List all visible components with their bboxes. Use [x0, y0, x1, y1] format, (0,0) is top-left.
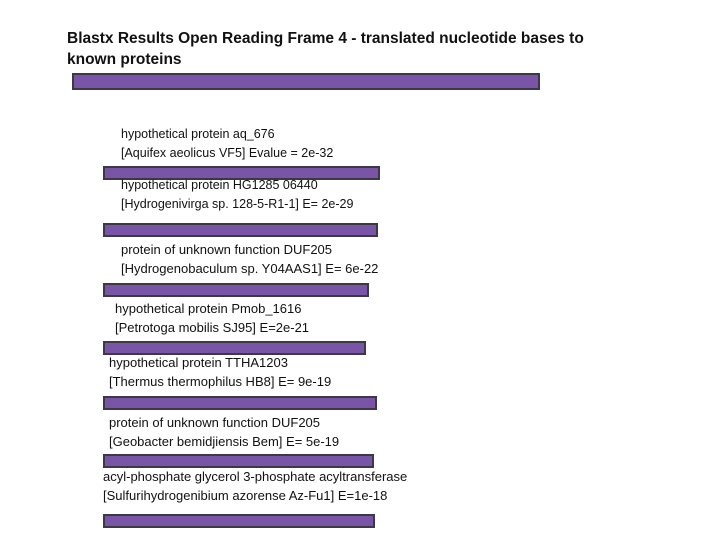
hit-3-protein: protein of unknown function DUF205 — [121, 242, 333, 257]
hit-bar-4 — [103, 341, 366, 355]
hit-label-1: hypothetical protein aq_676 [Aquifex aeo… — [121, 125, 333, 163]
hit-label-2: hypothetical protein HG1285 06440 [Hydro… — [121, 176, 353, 214]
hit-label-7: acyl-phosphate glycerol 3-phosphate acyl… — [103, 467, 407, 505]
hit-bar-5 — [103, 396, 377, 410]
hit-6-organism: [Geobacter bemidjiensis Bem] E= 5e-19 — [109, 434, 340, 449]
hit-2-protein: hypothetical protein HG1285 06440 — [121, 178, 318, 192]
hit-1-organism: [Aquifex aeolicus VF5] Evalue = 2e-32 — [121, 146, 334, 160]
hit-7-protein: acyl-phosphate glycerol 3-phosphate acyl… — [103, 469, 408, 484]
hit-label-4: hypothetical protein Pmob_1616 [Petrotog… — [115, 299, 309, 337]
hit-label-3: protein of unknown function DUF205 [Hydr… — [121, 240, 378, 278]
hit-bar-7 — [103, 514, 375, 528]
hit-1-protein: hypothetical protein aq_676 — [121, 127, 275, 141]
diagram-title: Blastx Results Open Reading Frame 4 - tr… — [67, 30, 584, 68]
hit-4-protein: hypothetical protein Pmob_1616 — [115, 301, 302, 316]
hit-4-organism: [Petrotoga mobilis SJ95] E=2e-21 — [115, 320, 310, 335]
query-sequence-bar — [72, 73, 540, 90]
hit-bar-1 — [103, 166, 380, 180]
hit-5-organism: [Thermus thermophilus HB8] E= 9e-19 — [109, 374, 332, 389]
hit-6-protein: protein of unknown function DUF205 — [109, 415, 321, 430]
hit-5-protein: hypothetical protein TTHA1203 — [109, 355, 288, 370]
hit-bar-6 — [103, 454, 374, 468]
hit-bar-3 — [103, 283, 369, 297]
hit-label-6: protein of unknown function DUF205 [Geob… — [109, 413, 339, 451]
hit-3-organism: [Hydrogenobaculum sp. Y04AAS1] E= 6e-22 — [121, 261, 379, 276]
hit-7-organism: [Sulfurihydrogenibium azorense Az-Fu1] E… — [103, 488, 388, 503]
hit-label-5: hypothetical protein TTHA1203 [Thermus t… — [109, 353, 331, 391]
hit-2-organism: [Hydrogenivirga sp. 128-5-R1-1] E= 2e-29 — [121, 197, 354, 211]
hit-bar-2 — [103, 223, 378, 237]
